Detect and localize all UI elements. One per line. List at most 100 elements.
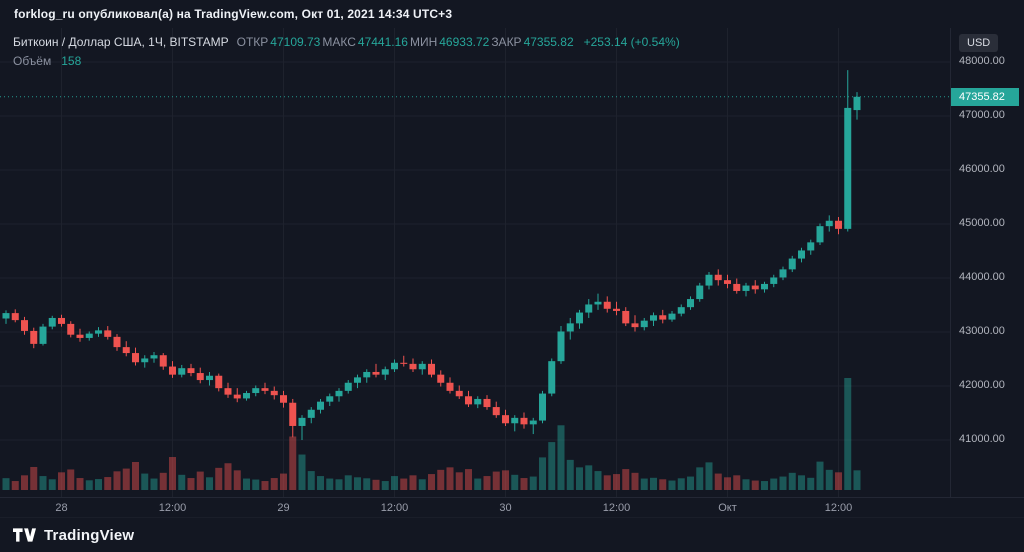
candle: [807, 239, 815, 255]
volume-bar: [48, 479, 56, 490]
candle: [798, 247, 805, 263]
candle: [714, 269, 722, 286]
volume-bar: [159, 472, 167, 490]
candle: [187, 363, 195, 377]
candle: [548, 358, 556, 397]
volume-bar: [631, 472, 639, 490]
volume-bar: [30, 466, 38, 490]
candle: [150, 351, 158, 363]
volume-bar: [761, 481, 768, 490]
volume-bar: [409, 475, 417, 490]
price-scale[interactable]: USD 47355.82 48000.00 47000.00 46000.00 450…: [950, 28, 1024, 497]
currency-chip[interactable]: USD: [959, 34, 999, 52]
volume-bar: [825, 469, 833, 490]
price-tick-label: 47000.00: [959, 109, 1005, 121]
candle: [58, 314, 65, 327]
volume-bar: [326, 478, 334, 490]
candle: [613, 301, 620, 316]
volume-bar: [11, 481, 19, 490]
price-tick-label: 44000.00: [959, 271, 1005, 283]
candle: [2, 310, 10, 324]
legend-row-volume: Объём 158: [13, 53, 680, 69]
candle: [825, 215, 833, 232]
volume-bar: [853, 470, 861, 490]
volume-bar: [835, 472, 842, 490]
volume-bar: [141, 473, 149, 490]
tradingview-brand[interactable]: TradingView: [44, 526, 135, 544]
candle: [696, 282, 704, 302]
legend-ohlc: ОТКР 47109.73 МАКС 47441.16 МИН 46933.72 ЗАКР 4…: [237, 34, 576, 50]
volume-bar: [67, 469, 75, 490]
volume-bar: [816, 461, 824, 490]
candle: [196, 367, 204, 384]
volume-bar: [428, 474, 435, 490]
candle: [104, 326, 112, 340]
candle: [594, 293, 602, 310]
candle: [141, 355, 149, 368]
volume-bar: [113, 471, 121, 490]
volume-bar: [243, 478, 250, 490]
volume-bar: [650, 477, 657, 490]
volume-bar: [363, 478, 371, 490]
candle: [76, 328, 84, 342]
volume-bar: [307, 471, 315, 490]
candle: [529, 417, 537, 435]
last-price-label: 47355.82: [951, 87, 1019, 106]
candle: [733, 278, 741, 294]
candle: [261, 382, 269, 395]
price-tick-label: 45000.00: [959, 217, 1005, 229]
volume-bar: [474, 478, 482, 490]
volume-bar: [779, 476, 787, 490]
candle: [724, 274, 731, 289]
legend-row-symbol: Биткоин / Доллар США, 1Ч, BITSTAMP ОТКР 4…: [13, 34, 680, 50]
candle: [788, 255, 796, 273]
volume-bar: [576, 467, 583, 490]
volume-bar: [687, 476, 694, 490]
volume-bar: [381, 481, 389, 490]
candle: [465, 390, 472, 408]
candle: [317, 398, 324, 414]
volume-bar: [529, 476, 537, 490]
volume-bar: [335, 479, 343, 490]
candle: [30, 327, 38, 349]
volume-bar: [150, 478, 158, 490]
candle: [492, 401, 500, 418]
volume-bar: [344, 475, 352, 490]
candle: [363, 369, 371, 383]
volume-bar: [751, 480, 759, 490]
volume-bar: [2, 478, 10, 490]
volume-bar: [280, 473, 287, 490]
candle: [511, 415, 519, 432]
volume-bar: [298, 454, 306, 490]
candle: [428, 359, 435, 378]
ohlc-value: 47441.16: [357, 35, 408, 49]
grid-lines: [0, 28, 950, 497]
ohlc-label: МАКС: [322, 35, 356, 49]
candlestick-chart[interactable]: [0, 28, 950, 497]
volume-bar: [39, 476, 47, 490]
time-axis[interactable]: 28 12:00 29 12:00 30 12:00 Окт 12:00: [0, 497, 1024, 517]
candle: [742, 282, 750, 297]
candle: [381, 366, 389, 381]
volume-bar: [622, 469, 630, 490]
volume-bar: [122, 468, 130, 490]
volume-bar: [705, 462, 713, 490]
volume-bar: [233, 470, 241, 490]
volume-bar: [85, 480, 93, 490]
price-tick-label: 48000.00: [959, 55, 1005, 67]
volume-bar: [483, 476, 491, 490]
candle: [224, 382, 232, 398]
volume-bar: [400, 478, 408, 490]
volume-bar: [187, 478, 195, 490]
candle: [159, 353, 167, 370]
tradingview-logo-icon[interactable]: [13, 528, 36, 542]
candle: [289, 398, 297, 438]
volume-bar: [196, 471, 204, 490]
candle: [48, 315, 56, 330]
candle: [418, 361, 426, 375]
volume-bar: [798, 475, 805, 490]
volume-bar: [206, 477, 213, 490]
volume-bar: [465, 469, 472, 490]
volume-bar: [270, 478, 278, 490]
